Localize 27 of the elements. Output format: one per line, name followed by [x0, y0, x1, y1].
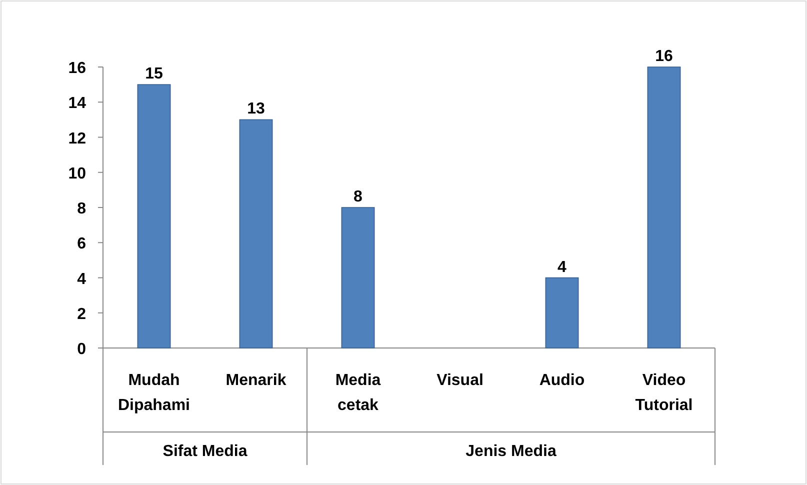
text: Sifat Media — [162, 443, 248, 460]
x-tick-label: Visual — [436, 372, 484, 389]
bar — [545, 277, 579, 348]
data-label: 4 — [558, 258, 567, 276]
bar — [647, 66, 681, 348]
y-tick-label: 16 — [68, 60, 86, 77]
y-tick-label: 2 — [77, 306, 86, 323]
y-tick-label: 6 — [77, 236, 86, 253]
x-tick-label: Menarik — [226, 372, 286, 389]
x-tick-label: Video Tutorial — [635, 372, 693, 414]
text: Jenis Media — [466, 443, 556, 460]
x-tick-label: Media cetak — [335, 372, 381, 414]
bar — [341, 207, 375, 348]
data-label: 13 — [247, 100, 265, 118]
bar — [239, 119, 273, 348]
y-tick-label: 8 — [77, 200, 86, 218]
y-tick-label: 14 — [68, 95, 86, 112]
y-tick-label: 12 — [68, 130, 86, 148]
data-label: 15 — [145, 66, 163, 83]
data-label: 8 — [354, 188, 363, 206]
y-tick-label: 4 — [77, 270, 86, 288]
x-tick-label: Audio — [539, 372, 585, 389]
y-tick-label: 10 — [68, 165, 86, 182]
y-tick-label: 0 — [77, 341, 86, 358]
data-label: 16 — [655, 48, 673, 65]
x-tick-label: Mudah Dipahami — [118, 372, 190, 414]
bar — [137, 84, 171, 348]
